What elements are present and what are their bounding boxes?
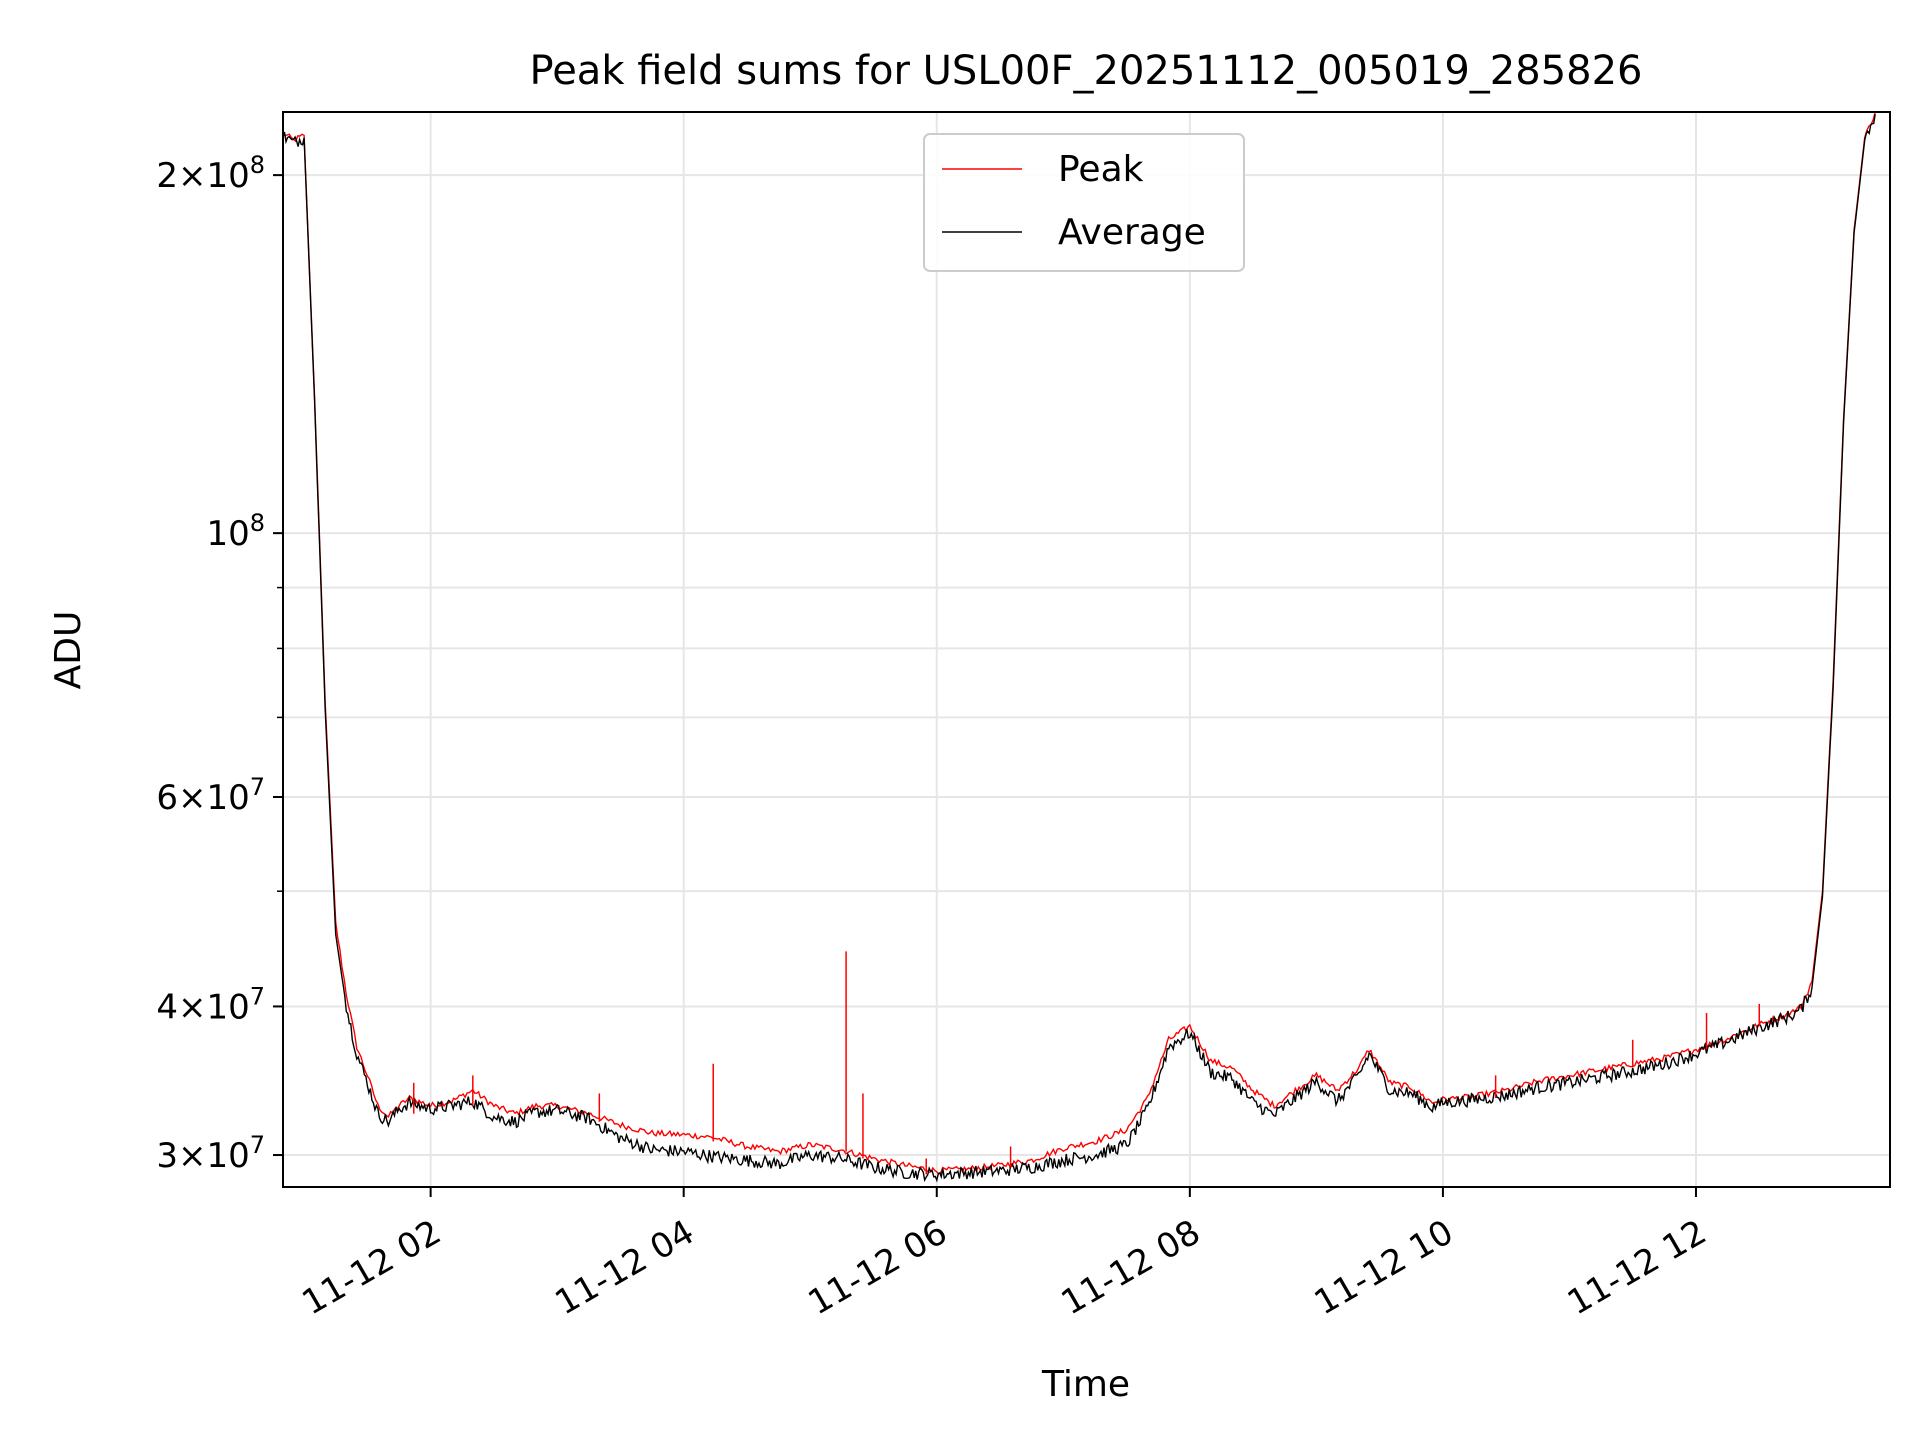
plot-frame bbox=[282, 111, 1891, 1188]
average-series-line bbox=[283, 114, 1876, 1183]
series-layer bbox=[283, 112, 1876, 1183]
chart-title: Peak field sums for USL00F_20251112_0050… bbox=[530, 48, 1643, 94]
x-axis-label: Time bbox=[1041, 1364, 1130, 1405]
y-tick-label: 108 bbox=[206, 509, 265, 554]
legend-average-label: Average bbox=[1058, 212, 1206, 253]
y-axis-label: ADU bbox=[48, 611, 89, 690]
y-tick-label: 3×107 bbox=[156, 1131, 265, 1176]
y-tick-label: 4×107 bbox=[156, 982, 265, 1027]
y-tick-label: 2×108 bbox=[156, 151, 265, 196]
peak-series-line bbox=[283, 112, 1876, 1175]
y-tick-label: 6×107 bbox=[156, 773, 265, 818]
legend: Peak Average bbox=[923, 133, 1245, 272]
legend-peak-label: Peak bbox=[1058, 149, 1144, 190]
